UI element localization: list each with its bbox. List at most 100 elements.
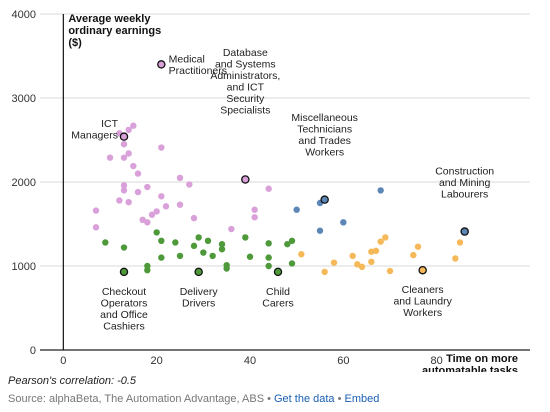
data-point xyxy=(144,219,151,226)
data-point xyxy=(176,174,184,181)
data-point xyxy=(452,255,459,262)
data-point xyxy=(144,183,151,191)
annotation-label: Checkout xyxy=(102,286,146,298)
data-point xyxy=(246,253,254,260)
data-point xyxy=(368,258,375,265)
data-point xyxy=(386,267,394,275)
annotations: MedicalPractitionersICTManagersDatabasea… xyxy=(71,47,494,332)
data-point xyxy=(144,262,151,270)
data-point xyxy=(125,126,132,134)
x-axis-ticks: 0 20 40 60 80 xyxy=(60,355,443,367)
y-tick-label: 4000 xyxy=(12,9,36,21)
data-point xyxy=(120,187,128,194)
data-point xyxy=(190,214,198,222)
x-axis-title-line: automatable tasks xyxy=(422,365,518,372)
data-point xyxy=(130,162,137,170)
highlighted-point xyxy=(194,267,203,277)
data-points xyxy=(92,60,469,277)
annotation-label: Practitioners xyxy=(169,65,227,77)
highlighted-point xyxy=(273,267,283,277)
y-axis-title-line: Average weekly xyxy=(68,13,151,25)
data-point xyxy=(134,170,142,177)
data-point xyxy=(349,252,356,260)
data-point xyxy=(186,181,193,188)
annotation-label: and ICT xyxy=(227,81,265,93)
data-point xyxy=(298,251,305,258)
data-point xyxy=(288,260,296,267)
annotation-label: Medical xyxy=(169,53,205,65)
x-tick-label: 40 xyxy=(244,355,256,367)
data-point xyxy=(148,211,156,218)
data-point xyxy=(284,240,291,248)
data-point xyxy=(153,229,160,236)
highlighted-point xyxy=(460,227,469,236)
data-point xyxy=(228,225,235,233)
data-point xyxy=(120,244,128,251)
data-point xyxy=(130,122,137,129)
annotation-label: Administrators, xyxy=(210,70,280,82)
data-point xyxy=(176,252,184,260)
annotation-label: and Mining xyxy=(439,177,491,189)
data-point xyxy=(158,237,165,244)
data-point xyxy=(209,252,216,260)
annotation-label: Child xyxy=(266,286,290,298)
annotation-label: Security xyxy=(226,93,265,105)
annotation-label: Workers xyxy=(305,147,344,159)
data-point xyxy=(200,249,207,256)
annotation-label: Cleaners xyxy=(402,284,444,296)
data-point xyxy=(172,239,179,246)
data-point xyxy=(316,227,324,234)
data-point xyxy=(377,187,384,194)
annotation-label: Operators xyxy=(101,297,148,309)
data-point xyxy=(204,237,212,244)
data-point xyxy=(377,238,384,245)
data-point xyxy=(414,243,422,250)
data-point xyxy=(382,234,389,241)
highlighted-point xyxy=(320,195,329,204)
annotation-label: Labourers xyxy=(441,189,488,201)
data-point xyxy=(321,268,328,276)
get-the-data-link[interactable]: Get the data xyxy=(274,393,335,405)
annotation-label: Cashiers xyxy=(103,320,144,332)
highlighted-point xyxy=(241,175,250,184)
grid-lines xyxy=(40,13,530,351)
source-line: Source: alphaBeta, The Automation Advant… xyxy=(8,393,379,405)
data-point xyxy=(293,206,300,213)
data-point xyxy=(265,254,272,261)
scatter-chart: 0 1000 2000 3000 4000 0 20 40 60 80 Average week… xyxy=(12,9,530,372)
data-point xyxy=(158,144,165,151)
data-point xyxy=(354,261,361,268)
data-point xyxy=(288,237,296,244)
data-point xyxy=(125,198,132,206)
embed-link[interactable]: Embed xyxy=(344,393,380,405)
data-point xyxy=(265,262,272,270)
annotation-label: Delivery xyxy=(180,286,219,298)
y-tick-label: 2000 xyxy=(12,177,36,189)
data-point xyxy=(116,197,123,204)
highlighted-point xyxy=(157,60,166,69)
y-axis-ticks: 0 1000 2000 3000 4000 xyxy=(12,9,36,357)
data-point xyxy=(410,251,417,259)
annotation-label: Managers xyxy=(71,130,118,142)
x-tick-label: 0 xyxy=(60,355,66,367)
data-point xyxy=(340,219,347,226)
y-tick-label: 3000 xyxy=(12,93,36,105)
annotation-label: Drivers xyxy=(182,297,215,309)
data-point xyxy=(134,188,142,196)
data-point xyxy=(139,216,146,223)
annotation-label: ICT xyxy=(101,118,119,130)
highlighted-point xyxy=(418,265,427,275)
x-tick-label: 20 xyxy=(151,355,163,367)
data-point xyxy=(176,201,184,208)
source-text: Source: alphaBeta, The Automation Advant… xyxy=(8,393,274,405)
correlation-note: Pearson's correlation: -0.5 xyxy=(8,375,137,387)
data-point xyxy=(92,224,100,231)
annotation-label: Construction xyxy=(435,166,494,178)
data-point xyxy=(265,240,272,247)
data-point xyxy=(120,141,128,148)
annotation-label: Miscellaneous xyxy=(291,112,358,124)
y-axis-title-line: ordinary earnings xyxy=(68,25,161,37)
data-point xyxy=(158,254,165,261)
